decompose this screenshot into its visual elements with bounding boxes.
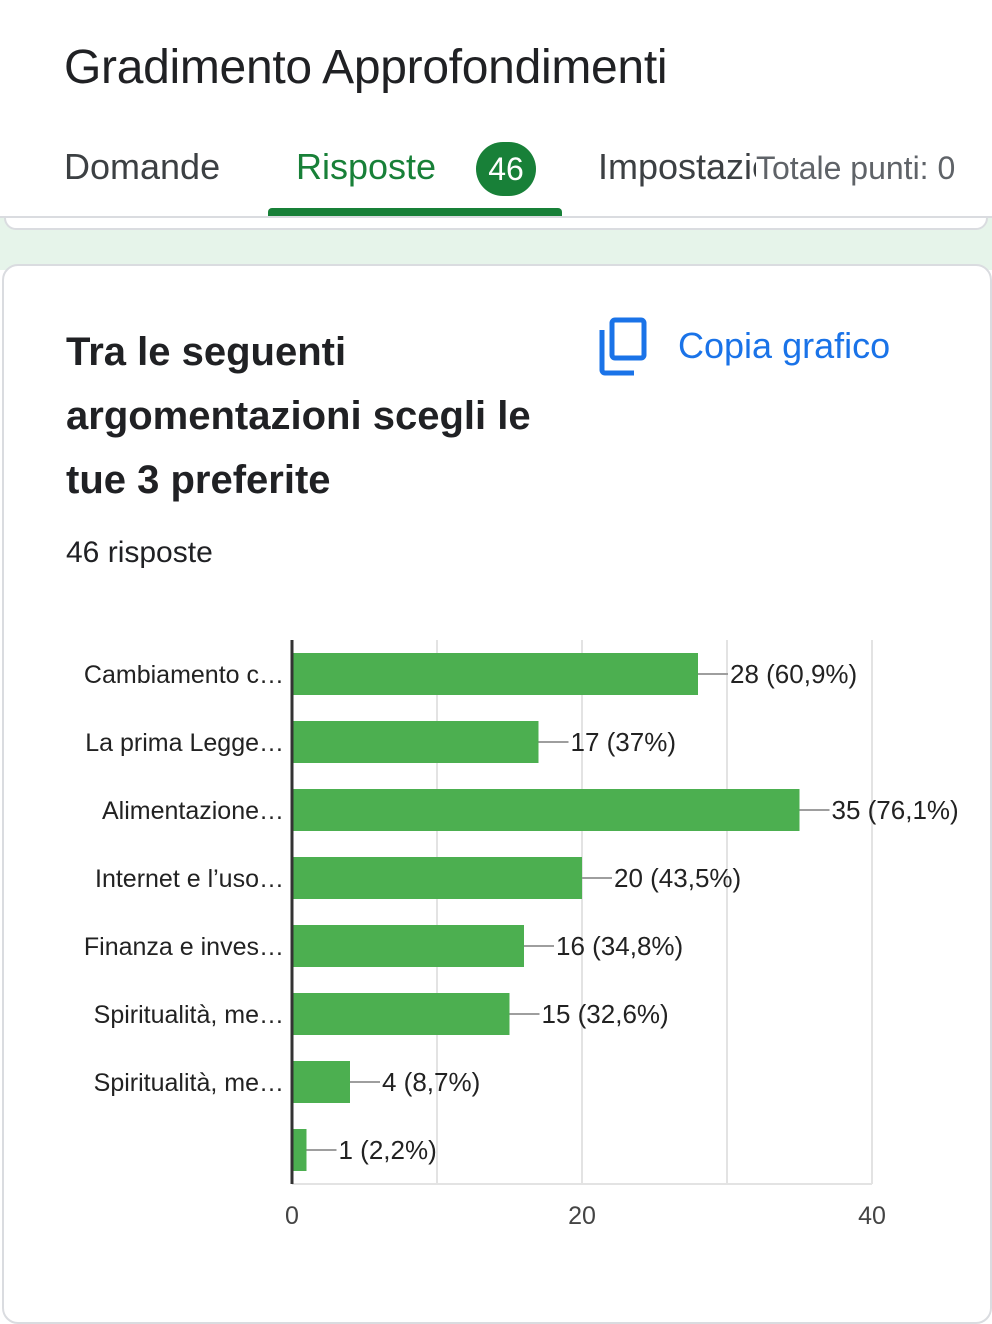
response-count: 46 risposte (66, 536, 213, 569)
category-label: Cambiamento c… (84, 661, 284, 689)
header-divider (0, 216, 992, 218)
copy-chart-label: Copia grafico (678, 325, 891, 366)
top-bar: Gradimento Approfondimenti Domande Rispo… (0, 0, 992, 216)
data-label: 35 (76,1%) (832, 795, 959, 825)
total-points: Totale punti: 0 (756, 150, 956, 187)
bar (292, 925, 524, 967)
question-title: Tra le seguenti argomentazioni scegli le… (66, 330, 531, 502)
data-label: 16 (34,8%) (556, 931, 683, 961)
tick-label: 40 (858, 1202, 886, 1230)
tab-risposte[interactable]: Risposte (296, 146, 437, 187)
bar (292, 789, 800, 831)
category-label: Internet e l’uso… (95, 865, 284, 893)
bar (292, 1061, 350, 1103)
tick-label: 20 (568, 1202, 596, 1230)
tick-label: 0 (285, 1202, 299, 1230)
category-label: Alimentazione… (102, 797, 284, 825)
data-label: 20 (43,5%) (614, 863, 741, 893)
copy-icon (599, 317, 647, 376)
bar (292, 857, 582, 899)
responses-count-badge: 46 (476, 142, 536, 196)
data-label: 28 (60,9%) (730, 659, 857, 689)
active-tab-indicator (268, 208, 562, 216)
copy-chart-button[interactable]: Copia grafico (598, 316, 890, 376)
category-label: Spiritualità, me… (94, 1001, 284, 1029)
tab-domande[interactable]: Domande (64, 146, 221, 187)
category-label: La prima Legge… (85, 729, 284, 757)
bar (292, 1129, 307, 1171)
category-label: Spiritualità, me… (94, 1069, 284, 1097)
form-title: Gradimento Approfondimenti (64, 41, 668, 94)
previous-card-edge (4, 218, 988, 230)
data-label: 1 (2,2%) (339, 1135, 437, 1165)
bar (292, 653, 698, 695)
data-label: 17 (37%) (571, 727, 677, 757)
data-label: 15 (32,6%) (542, 999, 669, 1029)
bar (292, 721, 539, 763)
category-label: Finanza e inves… (84, 933, 284, 961)
bar (292, 993, 510, 1035)
tab-impostazioni[interactable]: Impostazioni (598, 146, 756, 187)
bar-chart: 28 (60,9%) Cambiamento c… 17 (37%) La prima… (84, 640, 959, 1230)
data-label: 4 (8,7%) (382, 1067, 480, 1097)
